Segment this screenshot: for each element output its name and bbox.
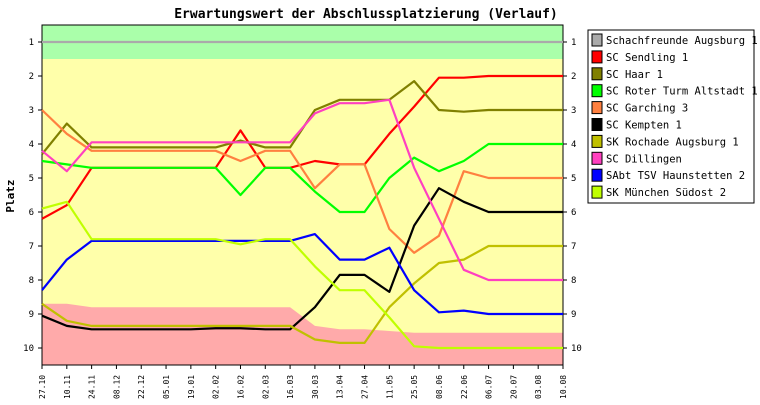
y-tick-label-right: 1 xyxy=(571,38,576,48)
x-tick-label: 10.11 xyxy=(63,375,72,399)
series-line xyxy=(41,244,563,344)
x-tick-label: 19.01 xyxy=(187,375,196,399)
y-tick-label-left: 2 xyxy=(29,72,34,82)
legend: Schachfreunde Augsburg 1 SC Sendling 1 SC … xyxy=(587,29,758,204)
series-line xyxy=(41,233,563,316)
x-tick-label: 24.11 xyxy=(88,375,97,399)
series-line xyxy=(41,109,563,254)
y-tick-label-right: 8 xyxy=(571,276,576,286)
y-tick-label-left: 10 xyxy=(23,344,34,354)
series-line xyxy=(41,142,563,214)
y-tick-label-left: 6 xyxy=(29,208,34,218)
legend-label: SK Rochade Augsburg 1 xyxy=(606,136,739,148)
x-tick-label: 13.04 xyxy=(336,375,345,399)
legend-box xyxy=(587,29,755,204)
legend-swatch xyxy=(591,168,603,182)
x-tick-label: 27.10 xyxy=(38,375,47,399)
axes: 1 1 2 2 3 3 4 4 5 5 6 6 7 7 8 8 9 9 10 10 27.10 10.11 24.11 08.… xyxy=(23,24,582,399)
legend-swatch xyxy=(591,50,603,64)
x-tick-label: 02.03 xyxy=(261,375,270,399)
legend-label: SK München Südost 2 xyxy=(606,187,726,199)
x-tick-label: 22.12 xyxy=(137,375,146,399)
legend-label: SAbt TSV Haunstetten 2 xyxy=(606,170,745,182)
legend-swatch xyxy=(591,151,603,165)
y-tick-label-right: 4 xyxy=(571,140,576,150)
legend-label: SC Kempten 1 xyxy=(606,120,682,132)
x-tick-label: 11.05 xyxy=(385,375,394,399)
x-tick-label: 10.08 xyxy=(559,375,568,399)
plot-frame xyxy=(41,24,564,366)
series-line xyxy=(41,98,563,282)
legend-swatch xyxy=(591,101,603,115)
y-axis-label: Platz xyxy=(4,179,17,212)
x-tick-label: 06.07 xyxy=(485,375,494,399)
y-tick-label-left: 8 xyxy=(29,276,34,286)
x-tick-label: 02.02 xyxy=(212,375,221,399)
y-tick-label-right: 10 xyxy=(571,344,582,354)
series-line xyxy=(41,187,563,331)
y-tick-label-left: 1 xyxy=(29,38,34,48)
legend-swatch xyxy=(591,67,603,81)
x-tick-label: 20.07 xyxy=(509,375,518,399)
x-tick-label: 27.04 xyxy=(361,375,370,399)
chart-title: Erwartungswert der Abschlussplatzierung … xyxy=(174,7,558,22)
legend-swatch xyxy=(591,118,603,131)
series-line xyxy=(41,200,563,350)
y-tick-label-right: 7 xyxy=(571,242,576,252)
y-tick-label-left: 4 xyxy=(29,140,34,150)
y-tick-label-right: 3 xyxy=(571,106,576,116)
legend-label: Schachfreunde Augsburg 1 xyxy=(606,35,758,47)
legend-label: SC Haar 1 xyxy=(606,69,663,81)
legend-label: SC Garching 3 xyxy=(606,103,688,115)
y-tick-label-right: 2 xyxy=(571,72,576,82)
x-tick-label: 08.12 xyxy=(112,375,121,399)
y-tick-label-left: 5 xyxy=(29,174,34,184)
y-tick-label-right: 6 xyxy=(571,208,576,218)
y-tick-label-left: 7 xyxy=(29,242,34,252)
legend-swatch xyxy=(591,134,603,148)
legend-swatch xyxy=(591,84,603,98)
y-tick-label-right: 5 xyxy=(571,174,576,184)
y-tick-label-left: 3 xyxy=(29,106,34,116)
x-tick-label: 30.03 xyxy=(311,375,320,399)
legend-swatch xyxy=(591,185,603,199)
x-tick-label: 03.08 xyxy=(534,375,543,399)
y-tick-label-left: 9 xyxy=(29,310,34,320)
background-bands xyxy=(42,25,563,365)
legend-label: SC Dillingen xyxy=(606,153,682,165)
legend-label: SC Sendling 1 xyxy=(606,52,688,64)
legend-swatch xyxy=(591,33,603,47)
y-tick-label-right: 9 xyxy=(571,310,576,320)
x-tick-label: 05.01 xyxy=(162,375,171,399)
legend-label: SC Roter Turm Altstadt 1 xyxy=(606,86,758,98)
x-tick-label: 16.02 xyxy=(236,375,245,399)
relegation-band xyxy=(42,303,563,365)
x-tick-label: 08.06 xyxy=(435,375,444,399)
x-tick-label: 16.03 xyxy=(286,375,295,399)
x-tick-label: 22.06 xyxy=(460,375,469,399)
x-tick-label: 25.05 xyxy=(410,375,419,399)
series-lines xyxy=(41,40,563,350)
